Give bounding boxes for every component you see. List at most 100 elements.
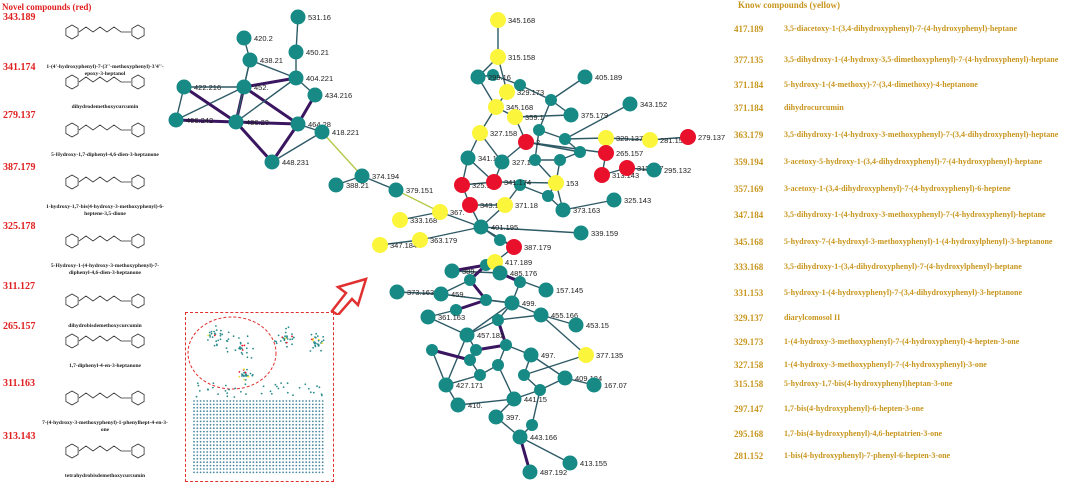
inset-node [318, 464, 321, 467]
known-compound-row: 281.152 1-bis(4-hydroxyphenyl)-7-phenyl-6… [730, 451, 1065, 465]
inset-node [219, 440, 222, 443]
inset-node [285, 444, 288, 447]
known-compound-name: 1-(4-hydroxy-3-methoxyphenyl)-7-(4-hydro… [784, 337, 1020, 346]
network-edge [466, 302, 513, 336]
known-compound-mass: 417.189 [734, 24, 764, 34]
network-node [534, 384, 546, 396]
inset-node [242, 410, 245, 413]
network-node [426, 344, 438, 356]
inset-node [219, 437, 222, 440]
inset-node [305, 406, 308, 409]
inset-node [196, 417, 199, 419]
network-node [574, 146, 586, 158]
inset-node [240, 390, 242, 393]
inset-node [305, 434, 308, 436]
network-node-label: 361.163 [438, 313, 465, 322]
inset-node [241, 353, 244, 355]
inset-node [193, 451, 195, 453]
inset-node [236, 427, 238, 430]
inset-node [232, 406, 235, 409]
inset-node [210, 330, 213, 333]
inset-node [292, 437, 294, 440]
inset-node [244, 379, 247, 381]
inset-node [226, 444, 228, 447]
inset-node [305, 447, 308, 450]
inset-node [255, 437, 258, 440]
inset-node [298, 427, 301, 430]
inset-node [302, 423, 304, 426]
inset-node [315, 413, 317, 416]
inset-node [291, 338, 294, 341]
novel-compound-mass: 325.178 [3, 221, 36, 232]
network-node-label: 450.21 [306, 48, 329, 57]
network-node-novel [619, 160, 635, 176]
network-node-other [557, 370, 573, 386]
inset-node [292, 430, 294, 433]
inset-node [245, 440, 248, 443]
inset-node [239, 430, 242, 433]
inset-node [272, 440, 275, 443]
inset-node [278, 417, 281, 419]
inset-node [272, 417, 275, 419]
inset-node [216, 427, 218, 430]
network-node-label: 373.163 [573, 206, 600, 215]
inset-node [199, 454, 202, 457]
inset-node [269, 451, 271, 453]
inset-node [265, 451, 268, 453]
network-node-novel [486, 174, 502, 190]
inset-node [203, 403, 205, 406]
inset-node [295, 447, 298, 450]
network-edge [445, 334, 468, 386]
inset-node [232, 454, 235, 457]
inset-node [298, 400, 301, 402]
inset-node [203, 406, 205, 409]
inset-node [292, 440, 294, 443]
inset-node [318, 400, 321, 402]
inset-node [318, 403, 321, 406]
inset-node [285, 406, 288, 409]
inset-node [262, 461, 265, 464]
inset-node [196, 434, 199, 436]
inset-node [262, 454, 265, 457]
network-node-known [412, 232, 428, 248]
network-edge [419, 226, 482, 241]
network-node-label: 363.179 [430, 236, 457, 245]
inset-node [212, 427, 215, 430]
inset-node [242, 440, 245, 443]
inset-node [288, 451, 291, 453]
network-node-other [555, 202, 571, 218]
inset-node [222, 444, 225, 447]
inset-node [278, 413, 281, 416]
inset-node [295, 427, 298, 430]
inset-node [245, 444, 248, 447]
inset-node [321, 461, 324, 464]
inset-node [226, 417, 228, 419]
inset-node [282, 440, 284, 443]
inset-node [229, 464, 232, 467]
network-node-other [420, 309, 436, 325]
inset-node [265, 417, 268, 419]
inset-node [252, 451, 255, 453]
inset-node [243, 374, 245, 377]
inset-node [275, 440, 278, 443]
inset-node [246, 356, 249, 359]
inset-node [311, 457, 314, 460]
inset-node [236, 461, 238, 464]
inset-node [255, 447, 258, 450]
inset-node [316, 385, 318, 388]
inset-node [236, 410, 238, 413]
inset-node [295, 454, 298, 457]
inset-node [262, 464, 265, 467]
inset-node [245, 420, 248, 423]
inset-node [219, 332, 222, 335]
inset-node [239, 406, 242, 409]
inset-node [288, 461, 291, 464]
inset-node [232, 444, 235, 447]
inset-node [259, 430, 261, 433]
inset-node [286, 336, 288, 339]
inset-node [255, 417, 258, 419]
network-node [474, 369, 486, 381]
inset-node [247, 375, 249, 378]
inset-node [249, 471, 251, 474]
inset-node [234, 387, 237, 390]
